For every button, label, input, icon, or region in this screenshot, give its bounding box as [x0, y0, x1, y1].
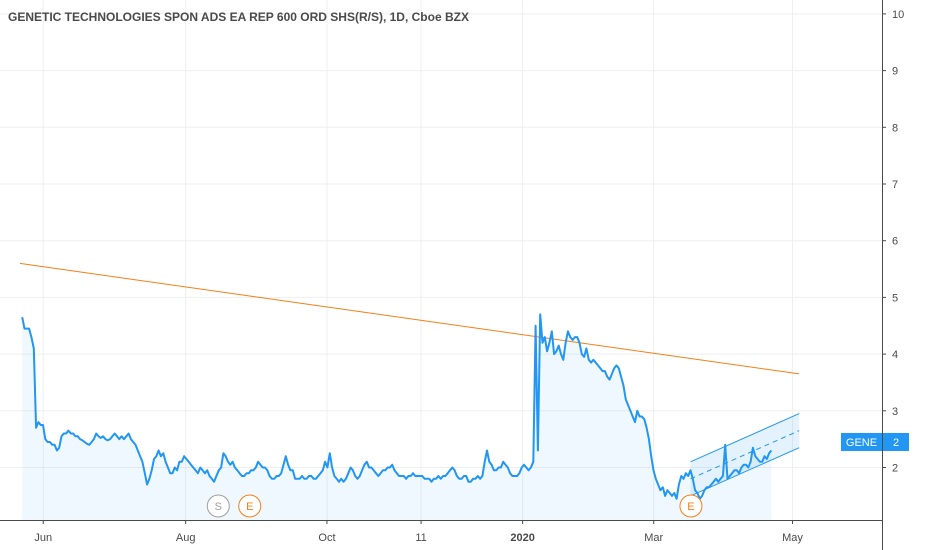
event-marker-e[interactable]: E — [238, 494, 262, 518]
event-marker-s[interactable]: S — [206, 494, 230, 518]
price-area — [22, 314, 772, 520]
x-axis-ticks: Jun Aug Oct 11 2020 Mar May — [34, 520, 803, 544]
x-tick-label: May — [782, 532, 803, 544]
axes — [0, 0, 883, 550]
chart-title: GENETIC TECHNOLOGIES SPON ADS EA REP 600… — [8, 10, 469, 24]
y-tick-label: 9 — [892, 66, 898, 78]
x-tick-label: Oct — [318, 532, 335, 544]
price-area-layer — [22, 314, 772, 520]
y-axis-ticks: 2 3 4 5 6 7 8 9 10 — [882, 9, 904, 475]
event-marker-label: E — [246, 501, 253, 513]
event-marker-label: S — [215, 501, 222, 513]
price-badge-layer: GENE 2 — [841, 432, 909, 451]
symbol-badge-label: GENE — [846, 437, 877, 449]
trendline[interactable] — [19, 262, 800, 375]
price-line-layer — [21, 313, 773, 500]
y-tick-label: 10 — [892, 9, 904, 21]
trendline-layer[interactable] — [19, 262, 800, 375]
x-tick-label: Jun — [34, 532, 52, 544]
event-marker-circle — [238, 494, 262, 518]
event-marker-circle — [679, 494, 703, 518]
y-tick-label: 7 — [892, 179, 898, 191]
y-tick-label: 3 — [892, 406, 898, 418]
event-marker-circle — [206, 494, 230, 518]
y-tick-label: 2 — [892, 463, 898, 475]
y-tick-label: 8 — [892, 122, 898, 134]
event-marker-label: E — [687, 501, 694, 513]
y-tick-label: 5 — [892, 292, 898, 304]
y-tick-label: 6 — [892, 236, 898, 248]
last-price-label: 2 — [893, 437, 899, 449]
y-tick-label: 4 — [892, 349, 898, 361]
x-tick-label: Mar — [644, 532, 663, 544]
grid — [0, 0, 882, 520]
symbol-badge — [841, 432, 882, 451]
price-line — [21, 313, 773, 500]
x-tick-label: 11 — [415, 532, 426, 544]
channel-upper-line[interactable] — [690, 413, 800, 463]
event-marker-e[interactable]: E — [679, 494, 703, 518]
channel-fill — [690, 413, 800, 496]
last-price-badge — [883, 432, 909, 451]
channel-mid-line[interactable] — [690, 430, 800, 480]
x-tick-label: Aug — [176, 532, 196, 544]
x-tick-label: 2020 — [510, 532, 534, 544]
